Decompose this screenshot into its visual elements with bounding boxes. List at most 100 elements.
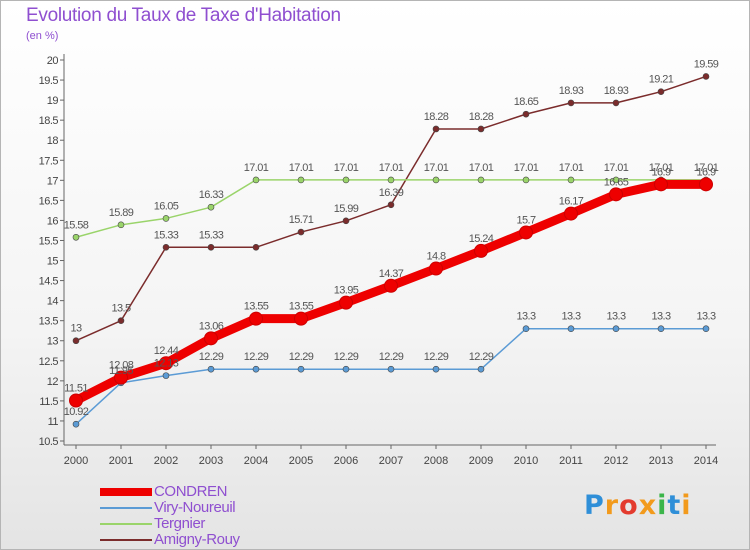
data-label-tergnier: 17.01 [649, 162, 674, 174]
data-label-condren: 14.8 [426, 251, 445, 263]
data-point-tergnier [432, 176, 440, 184]
data-point-viry-noureuil [522, 325, 530, 333]
data-point-tergnier [162, 215, 170, 222]
data-point-amigny-rouy [612, 99, 620, 107]
data-point-condren [339, 295, 353, 310]
data-label-amigny-rouy: 18.65 [514, 96, 539, 108]
y-tick-label: 17 [47, 175, 59, 187]
data-label-amigny-rouy: 15.33 [154, 229, 179, 241]
data-label-amigny-rouy: 18.93 [604, 85, 629, 97]
y-tick-label: 12.5 [39, 356, 59, 368]
data-point-tergnier [252, 176, 260, 184]
y-tick-label: 16.5 [39, 195, 59, 207]
data-label-viry-noureuil: 13.3 [561, 311, 580, 323]
legend: CONDREN Viry-Noureuil Tergnier Amigny-Ro… [100, 484, 300, 548]
data-label-amigny-rouy: 13.5 [111, 303, 130, 315]
data-point-viry-noureuil [72, 420, 80, 428]
data-label-condren: 13.95 [334, 285, 359, 297]
data-point-viry-noureuil [387, 365, 395, 373]
y-tick-label: 15 [47, 256, 59, 268]
data-label-tergnier: 15.58 [64, 219, 89, 231]
y-tick-label: 11.5 [39, 396, 58, 408]
y-tick-label: 15.5 [39, 235, 59, 247]
data-label-condren: 12.44 [154, 345, 179, 357]
data-label-tergnier: 17.01 [604, 162, 629, 174]
data-point-condren [249, 311, 263, 326]
data-label-viry-noureuil: 10.92 [64, 406, 89, 418]
logo-letter: i [657, 490, 668, 521]
x-tick-label: 2000 [64, 455, 88, 467]
legend-label-tergnier: Tergnier [154, 515, 205, 532]
data-point-condren [564, 206, 578, 221]
data-point-condren [609, 187, 623, 202]
x-tick-label: 2002 [154, 455, 178, 467]
data-label-viry-noureuil: 13.3 [606, 311, 625, 323]
legend-label-amigny-rouy: Amigny-Rouy [154, 531, 240, 548]
data-label-viry-noureuil: 12.29 [379, 351, 404, 363]
data-point-condren [699, 177, 713, 192]
x-tick-label: 2008 [424, 455, 448, 467]
data-label-condren: 16.9 [696, 166, 715, 178]
legend-item-tergnier: Tergnier [100, 516, 300, 532]
legend-swatch-amigny-rouy [100, 539, 152, 541]
data-label-tergnier: 17.01 [694, 162, 719, 174]
data-point-tergnier [72, 233, 80, 241]
y-tick-label: 13.5 [39, 316, 59, 328]
data-point-amigny-rouy [162, 243, 170, 251]
data-point-viry-noureuil [657, 325, 665, 333]
data-point-amigny-rouy [117, 317, 125, 324]
y-tick-label: 10.5 [39, 436, 59, 448]
data-label-viry-noureuil: 13.3 [516, 311, 535, 323]
y-tick-label: 17.5 [39, 155, 59, 167]
data-point-viry-noureuil [477, 365, 485, 373]
proxiti-logo: Proxiti [584, 490, 692, 521]
logo-letter: r [604, 490, 620, 521]
data-point-viry-noureuil [342, 365, 350, 373]
legend-label-viry-noureuil: Viry-Noureuil [154, 499, 236, 516]
legend-item-amigny-rouy: Amigny-Rouy [100, 532, 300, 548]
series-line-viry-noureuil [75, 327, 707, 425]
data-label-viry-noureuil: 13.3 [696, 311, 715, 323]
y-tick-label: 11 [48, 416, 59, 428]
data-label-tergnier: 17.01 [244, 162, 269, 174]
data-point-tergnier [117, 221, 125, 229]
data-point-tergnier [477, 176, 485, 184]
data-point-condren [204, 331, 218, 346]
data-label-tergnier: 17.01 [424, 162, 449, 174]
data-point-condren [69, 393, 83, 408]
legend-item-condren: CONDREN [100, 484, 300, 500]
data-point-condren [114, 370, 128, 385]
chart-subtitle: (en %) [26, 30, 59, 42]
data-point-amigny-rouy [297, 228, 305, 236]
data-label-amigny-rouy: 18.28 [424, 111, 449, 123]
x-tick-label: 2003 [199, 455, 223, 467]
data-point-viry-noureuil [207, 365, 215, 373]
logo-letter: P [584, 490, 605, 521]
data-label-amigny-rouy: 15.99 [334, 203, 359, 215]
data-label-condren: 15.24 [469, 233, 494, 245]
data-label-viry-noureuil: 12.29 [244, 351, 269, 363]
data-label-viry-noureuil: 11.95 [109, 365, 133, 377]
y-tick-label: 16 [47, 215, 59, 227]
y-tick-label: 19 [47, 95, 59, 107]
data-label-tergnier: 17.01 [289, 162, 314, 174]
data-label-tergnier: 17.01 [334, 162, 359, 174]
data-point-tergnier [297, 176, 305, 184]
data-point-amigny-rouy [207, 243, 215, 251]
data-label-condren: 12.08 [109, 360, 134, 372]
data-point-amigny-rouy [567, 99, 575, 107]
x-tick-label: 2012 [604, 455, 628, 467]
data-label-tergnier: 17.01 [559, 162, 584, 174]
x-tick-label: 2004 [244, 455, 268, 467]
data-point-amigny-rouy [72, 337, 80, 345]
data-point-viry-noureuil [252, 365, 260, 373]
data-point-amigny-rouy [702, 73, 710, 80]
data-point-condren [654, 177, 668, 192]
data-label-condren: 15.7 [516, 214, 535, 226]
data-label-amigny-rouy: 15.33 [199, 229, 224, 241]
data-point-tergnier [567, 176, 575, 184]
logo-letter: o [619, 490, 639, 521]
data-label-tergnier: 17.01 [379, 162, 404, 174]
data-label-condren: 16.65 [604, 176, 629, 188]
data-point-viry-noureuil [162, 372, 170, 379]
